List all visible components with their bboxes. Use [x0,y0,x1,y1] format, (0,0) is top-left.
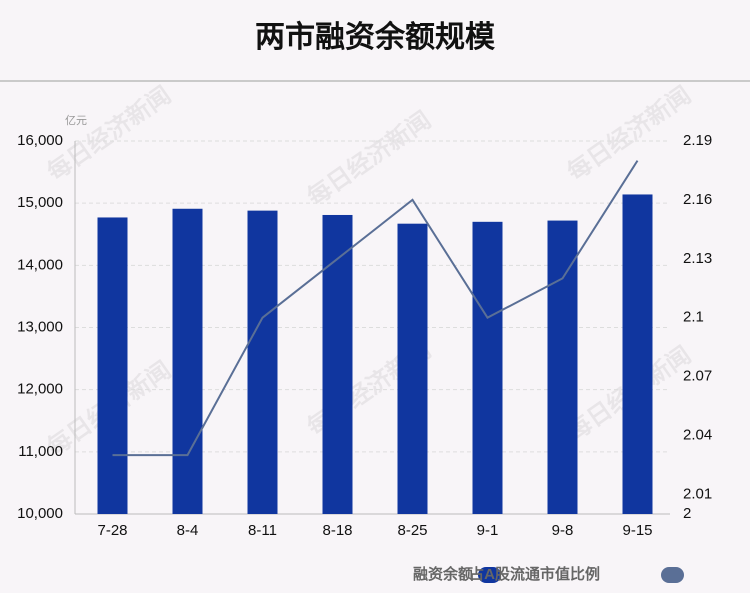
y2-tick-label: 2.1 [683,309,704,326]
y-tick-label: 11,000 [18,443,63,460]
line [112,160,639,457]
x-tick-label: 9-1 [477,522,499,539]
y-tick-label: 13,000 [17,318,63,335]
y-axis-label: 亿元 [65,114,87,127]
y2-tick-label: 2.04 [683,426,712,443]
bar [547,220,578,514]
bar [97,217,128,514]
chart-title: 两市融资余额规模 [255,20,495,54]
y-tick-label: 16,000 [17,132,63,149]
x-tick-label: 8-4 [177,522,199,539]
legend-marker [478,567,501,583]
y2-tick-label: 2 [683,505,691,522]
y2-tick-label: 2.13 [683,250,712,267]
x-tick-label: 9-15 [622,522,652,539]
bar [472,221,503,515]
y2-tick-label: 2.16 [683,191,712,208]
y-tick-label: 15,000 [17,194,63,211]
legend-label: 占A股流通市值比例 [469,565,600,583]
legend-marker [661,567,684,583]
bar [172,208,203,515]
bar [247,210,278,515]
y2-tick-label: 2.19 [683,132,712,149]
y2-tick-label: 2.07 [683,368,712,385]
y-tick-label: 10,000 [17,505,63,522]
bar [622,194,653,515]
y2-tick-label: 2.01 [683,485,712,502]
x-tick-label: 7-28 [97,522,127,539]
x-tick-label: 8-18 [322,522,352,539]
y-tick-label: 14,000 [17,256,63,273]
legend-label: 融资余额 [413,565,473,583]
x-tick-label: 8-25 [397,522,427,539]
bar [397,223,428,514]
y-tick-label: 12,000 [17,381,63,398]
x-tick-label: 8-11 [248,522,277,539]
x-tick-label: 9-8 [552,522,574,539]
bar [322,214,353,514]
